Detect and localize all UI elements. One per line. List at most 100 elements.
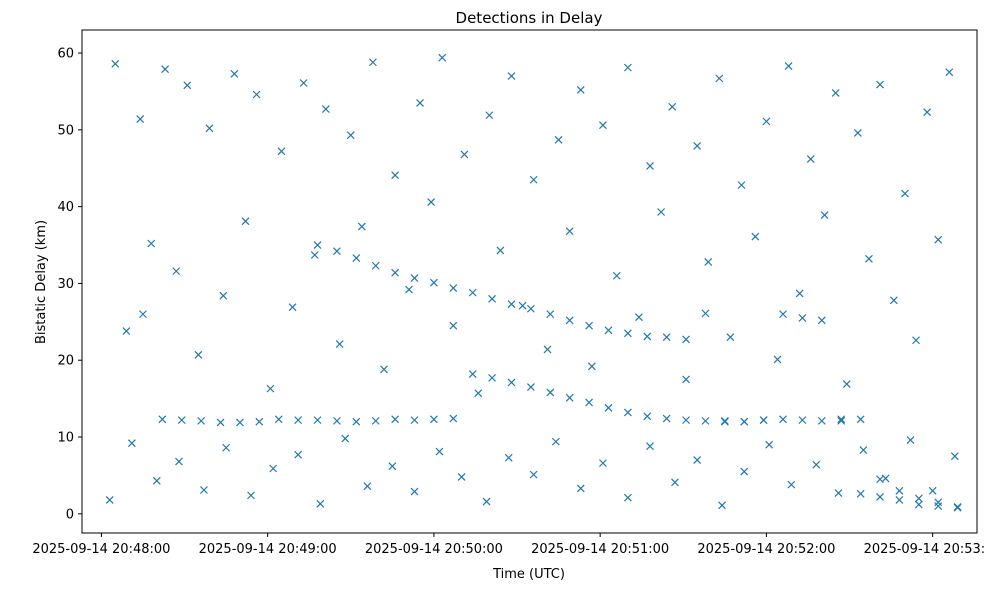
detection-point [352, 417, 361, 426]
detection-point [457, 473, 466, 481]
detection-point [507, 72, 516, 81]
detection-point [662, 414, 671, 423]
detection-point [460, 150, 469, 159]
detection-point [718, 501, 727, 510]
detection-point [172, 267, 181, 276]
detection-point [183, 81, 192, 90]
detection-point [837, 415, 846, 424]
detection-point [427, 198, 436, 206]
detection-point [856, 489, 865, 498]
detection-point [812, 460, 821, 469]
detection-point [856, 415, 865, 424]
detection-point [294, 416, 303, 425]
detection-point [255, 417, 264, 426]
detection-point [485, 111, 494, 120]
detection-point [765, 440, 774, 449]
chart-title: Detections in Delay [456, 9, 603, 27]
detection-point [341, 434, 350, 443]
detection-point [881, 474, 890, 483]
detection-point [923, 108, 932, 117]
detection-point [371, 261, 380, 270]
detection-point [416, 99, 424, 107]
detection-point [391, 171, 400, 180]
detection-point [321, 105, 330, 114]
detection-point [704, 257, 713, 266]
detection-point [405, 285, 413, 294]
detection-point [682, 335, 690, 344]
detection-point [779, 310, 787, 319]
detection-point [950, 452, 959, 461]
detection-point [657, 208, 666, 216]
detection-point [587, 362, 596, 371]
detection-point [953, 502, 962, 511]
detection-point [194, 350, 203, 359]
detection-point [274, 415, 283, 424]
detection-point [612, 271, 621, 280]
detection-point [682, 416, 690, 425]
detection-point [646, 442, 654, 451]
detection-point [779, 415, 787, 424]
detection-point [565, 227, 574, 236]
detection-series [105, 434, 959, 510]
detection-point [623, 329, 632, 338]
detection-point [646, 162, 654, 170]
detection-point [236, 418, 244, 427]
detection-point [914, 500, 923, 509]
detection-point [507, 378, 516, 387]
detection-point [177, 416, 186, 425]
detection-point [682, 375, 690, 384]
detection-point [197, 416, 206, 425]
detection-point [546, 310, 555, 319]
detection-point [388, 462, 397, 471]
detection-point [139, 310, 147, 319]
detection-point [737, 181, 746, 190]
detection-point [357, 222, 366, 231]
detection-point [643, 332, 652, 341]
detection-point [449, 321, 458, 330]
detection-point [122, 327, 131, 335]
y-axis: 0 10 20 30 40 50 60 [57, 47, 82, 522]
detection-point [604, 326, 613, 335]
detection-point [798, 416, 807, 425]
detection-point [834, 489, 843, 497]
detection-point [241, 217, 250, 226]
detection-point [474, 389, 483, 398]
detection-point [449, 284, 458, 292]
detection-point [623, 493, 632, 502]
y-tick-label: 60 [57, 47, 74, 62]
detection-point [313, 416, 322, 425]
detection-point [429, 278, 438, 287]
detection-point [912, 336, 920, 345]
detection-point [842, 380, 851, 388]
detection-point [449, 414, 458, 423]
detection-point [715, 74, 724, 83]
detection-point [105, 496, 114, 504]
detection-point [161, 65, 170, 74]
detection-point [554, 135, 563, 144]
detection-point [726, 333, 735, 342]
detection-point [773, 355, 782, 364]
detection-point [623, 408, 632, 417]
detection-point [299, 79, 308, 87]
y-tick-label: 0 [66, 507, 74, 522]
detection-series [111, 53, 954, 398]
detection-point [529, 470, 538, 479]
y-tick-label: 50 [57, 123, 74, 138]
detection-point [410, 487, 419, 496]
detection-point [604, 403, 613, 412]
detection-point [468, 370, 477, 378]
detection-point [252, 90, 261, 99]
detection-point [526, 304, 535, 313]
detection-point [701, 309, 710, 318]
x-tick-label: 2025-09-14 20:53:00 [864, 542, 986, 557]
detection-series [139, 241, 962, 512]
detection-point [934, 502, 943, 511]
detection-point [759, 416, 768, 425]
detection-point [671, 478, 679, 487]
detection-point [895, 496, 904, 504]
detection-point [662, 333, 671, 342]
detection-point [310, 251, 319, 259]
detection-point [787, 480, 796, 489]
detection-point [546, 388, 555, 397]
